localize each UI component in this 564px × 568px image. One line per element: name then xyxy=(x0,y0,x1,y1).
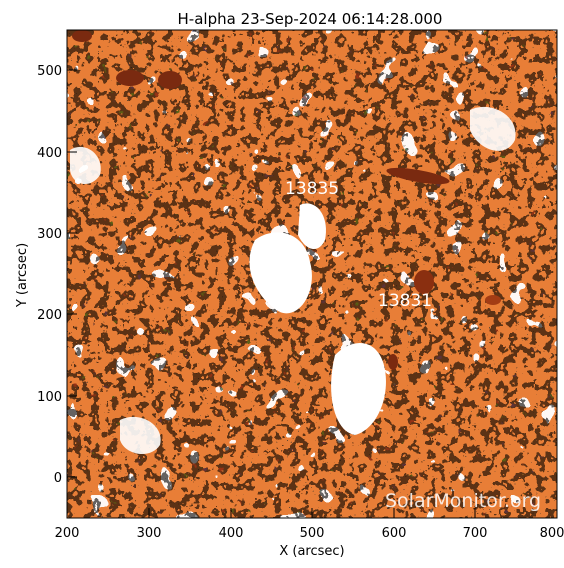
region-label-13831: 13831 xyxy=(378,291,432,311)
plot-title: H-alpha 23-Sep-2024 06:14:28.000 xyxy=(178,10,443,28)
plage-region-6 xyxy=(120,416,161,455)
region-label-13835: 13835 xyxy=(285,179,339,199)
y-tick-label: 300 xyxy=(37,227,62,242)
plage-region-3 xyxy=(298,203,326,250)
x-tick-label: 500 xyxy=(300,526,325,541)
dark-feature-4 xyxy=(414,270,434,294)
dark-feature-6 xyxy=(485,295,501,305)
y-axis-label: Y (arcsec) xyxy=(15,243,30,308)
y-tick-label: 500 xyxy=(37,64,62,79)
x-axis: 200 300 400 500 600 700 800 X (arcsec) xyxy=(55,508,564,559)
halpha-image: 13835 13831 SolarMonitor.org xyxy=(67,30,557,518)
x-tick-label: 400 xyxy=(219,526,244,541)
x-tick-label: 200 xyxy=(55,526,80,541)
y-axis: 0 100 200 300 400 500 Y (arcsec) xyxy=(15,64,77,486)
y-tick-label: 100 xyxy=(37,390,62,405)
x-axis-label: X (arcsec) xyxy=(279,544,344,559)
dark-feature-3 xyxy=(72,30,92,42)
dark-feature-1 xyxy=(116,70,144,86)
plage-region-4 xyxy=(70,146,101,185)
dark-feature-2 xyxy=(158,71,182,89)
watermark: SolarMonitor.org xyxy=(385,490,541,512)
plage-region-2 xyxy=(331,343,386,435)
y-tick-label: 0 xyxy=(54,471,62,486)
dark-feature-5 xyxy=(388,354,398,370)
filament-1 xyxy=(386,167,450,185)
x-tick-label: 300 xyxy=(137,526,162,541)
plage-region-5 xyxy=(470,106,516,151)
y-tick-label: 400 xyxy=(37,146,62,161)
x-tick-label: 800 xyxy=(540,526,564,541)
y-tick-label: 200 xyxy=(37,308,62,323)
x-tick-label: 700 xyxy=(463,526,488,541)
x-tick-label: 600 xyxy=(382,526,407,541)
plage-region-1 xyxy=(249,232,312,314)
